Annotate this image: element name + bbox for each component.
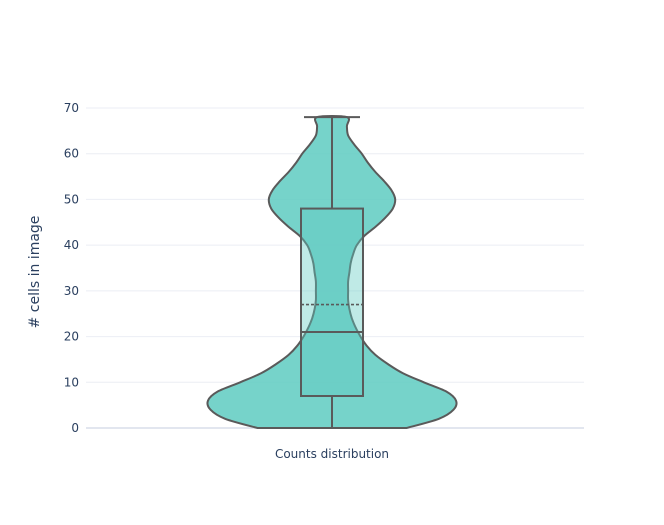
violin-shape <box>206 114 458 429</box>
y-tick-label-70: 70 <box>64 101 79 115</box>
y-tick-label-20: 20 <box>64 330 79 344</box>
y-tick-label-30: 30 <box>64 284 79 298</box>
iqr-box <box>300 207 364 397</box>
y-tick-label-10: 10 <box>64 375 79 389</box>
y-tick-label-0: 0 <box>71 421 79 435</box>
y-axis-title: # cells in image <box>27 216 43 329</box>
y-axis: 0 10 20 30 40 50 60 70 <box>64 101 79 435</box>
y-tick-label-40: 40 <box>64 238 79 252</box>
y-tick-label-60: 60 <box>64 147 79 161</box>
y-tick-label-50: 50 <box>64 192 79 206</box>
x-category-label: Counts distribution <box>275 447 389 461</box>
plot-area <box>206 114 458 429</box>
